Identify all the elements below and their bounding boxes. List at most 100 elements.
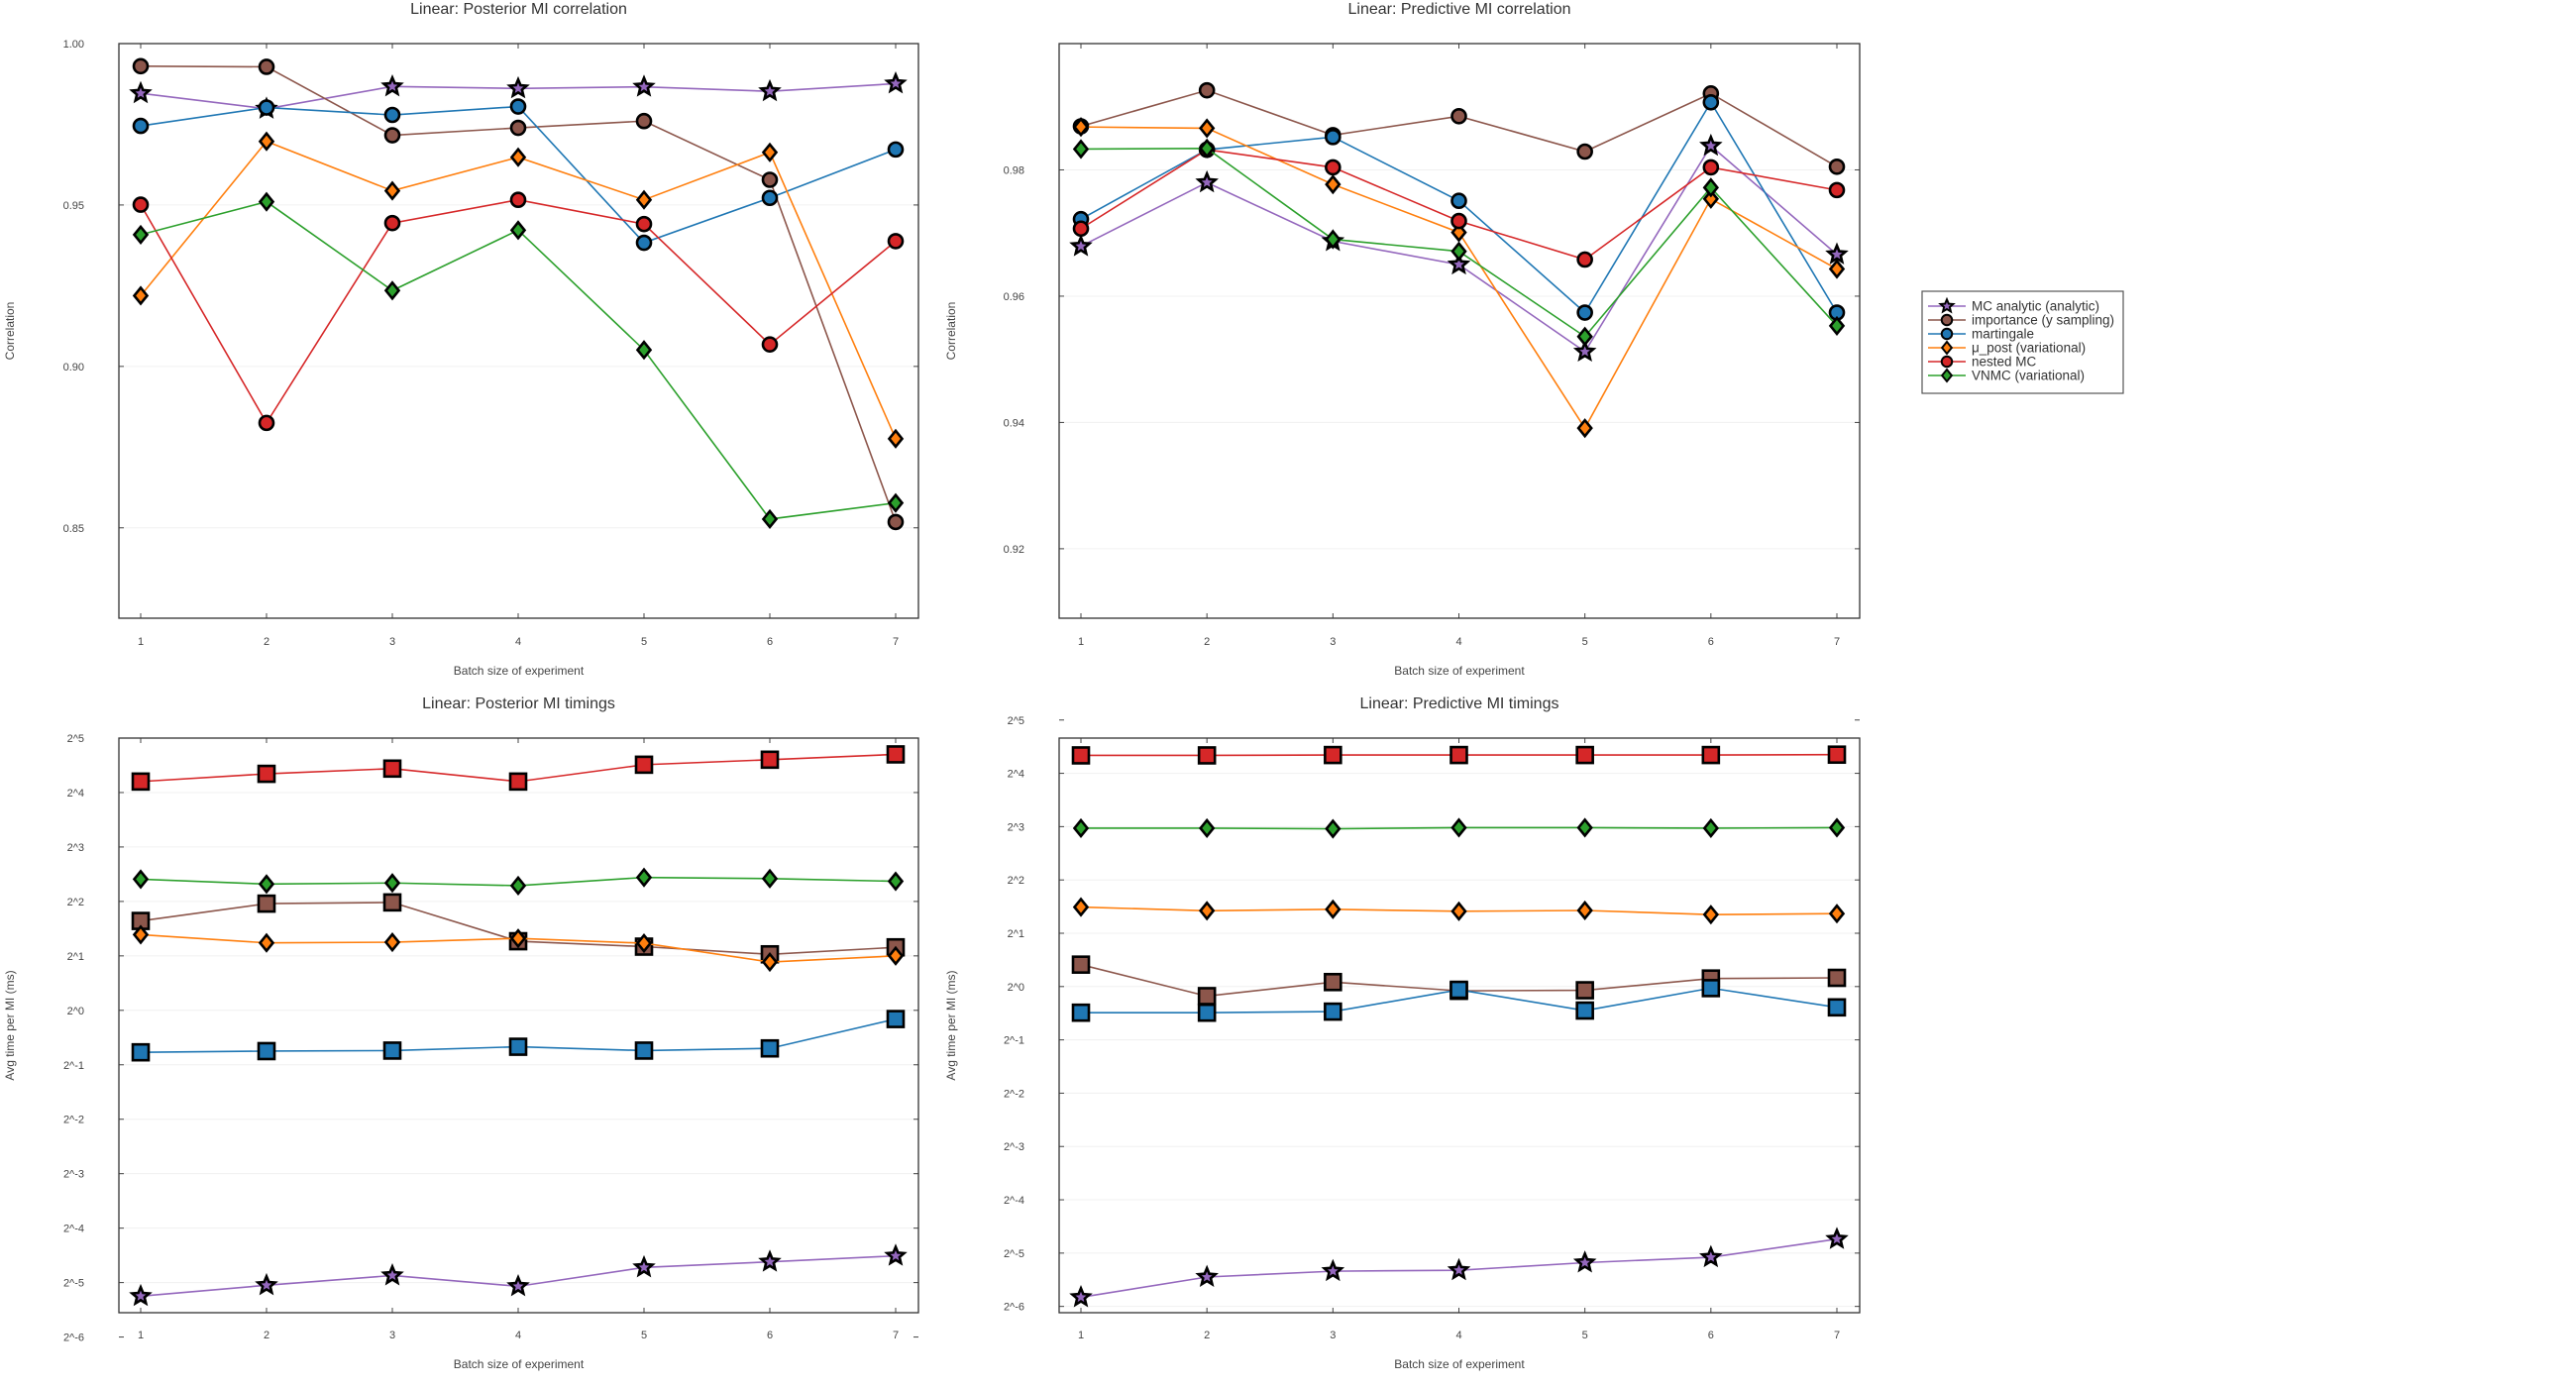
data-point [761, 951, 779, 973]
x-tick-label: 3 [1330, 1330, 1336, 1341]
data-point [1449, 980, 1468, 1000]
data-point [509, 875, 527, 897]
data-point [761, 336, 779, 353]
data-point [508, 772, 528, 792]
data-point [1450, 241, 1467, 262]
data-point [1575, 1001, 1594, 1020]
data-point [258, 874, 275, 895]
data-point [887, 141, 905, 159]
chart-1: 0.85 0.90 0.95 1.00 1 2 3 4 5 6 7 Linear: Posterior… [3, 1, 919, 678]
y-tick-label: 2^1 [1008, 928, 1024, 940]
x-tick-label: 3 [389, 636, 395, 648]
y-tick-label: 2^-1 [1004, 1035, 1024, 1047]
data-point [383, 127, 401, 144]
data-point [132, 117, 150, 135]
data-point [1198, 901, 1216, 921]
x-tick-label: 7 [893, 1330, 899, 1341]
data-point [761, 508, 779, 530]
data-point [1450, 192, 1467, 210]
y-tick-label: 0.92 [1004, 544, 1024, 556]
x-tick-label: 6 [767, 636, 773, 648]
legend-marker-star-icon [1938, 296, 1956, 314]
data-point [1827, 998, 1847, 1017]
data-point [1572, 339, 1597, 363]
data-point [1702, 817, 1720, 839]
legend-marker-diamond-icon [1940, 368, 1954, 383]
series-3 [132, 131, 905, 449]
x-tick-label: 4 [515, 1330, 521, 1341]
data-point [1325, 818, 1342, 839]
legend-label: nested MC [1972, 355, 2037, 370]
y-tick-label: 0.85 [63, 523, 84, 535]
plot-frame [1058, 737, 1861, 1314]
data-point [382, 893, 402, 912]
data-point [1576, 817, 1593, 838]
data-point [760, 750, 780, 770]
data-point [509, 147, 527, 167]
chart-title: Linear: Posterior MI correlation [410, 1, 627, 18]
x-tick-label: 5 [1582, 1330, 1588, 1341]
legend-entry: MC analytic (analytic) [1928, 296, 2099, 314]
x-tick-label: 1 [1078, 1330, 1084, 1341]
legend-entry: nested MC [1928, 355, 2037, 370]
x-axis-label: Batch size of experiment [454, 664, 585, 678]
series-1 [131, 893, 906, 964]
data-point [1071, 1003, 1091, 1022]
legend-box [1921, 290, 2124, 394]
data-point [1575, 745, 1594, 765]
data-point [635, 340, 653, 361]
legend-marker-circle-icon [1940, 355, 1954, 369]
series-2 [1071, 979, 1847, 1022]
data-point [635, 932, 653, 954]
legend-marker-circle-icon [1940, 313, 1954, 327]
data-point [635, 189, 653, 210]
series-0 [129, 1243, 908, 1307]
x-tick-label: 4 [1455, 636, 1461, 648]
y-tick-label: 2^-4 [1004, 1195, 1024, 1207]
data-point [258, 191, 275, 212]
data-point [132, 57, 150, 75]
series-4 [132, 191, 905, 432]
data-point [1702, 159, 1720, 176]
data-point [383, 106, 401, 124]
legend-entry: martingale [1928, 327, 2034, 342]
x-tick-label: 6 [1708, 636, 1714, 648]
data-point [887, 513, 905, 531]
series-4 [1071, 745, 1847, 765]
data-point [509, 98, 527, 115]
x-axis-label: Batch size of experiment [454, 1357, 585, 1371]
data-point [1575, 981, 1594, 1000]
legend-entry: VNMC (variational) [1928, 368, 2085, 383]
data-point [887, 871, 905, 892]
data-point [1702, 188, 1720, 209]
data-point [1701, 745, 1721, 765]
series-5 [1072, 817, 1846, 839]
series-4 [131, 745, 906, 792]
y-tick-label: 2^-3 [63, 1169, 84, 1181]
legend-entry: μ_post (variational) [1928, 340, 2086, 356]
data-point [634, 1041, 654, 1060]
x-tick-label: 4 [1455, 1330, 1461, 1341]
data-point [131, 772, 151, 792]
data-point [884, 1243, 908, 1266]
data-point [887, 428, 905, 449]
y-tick-label: 2^-2 [1004, 1088, 1024, 1100]
data-point [1450, 817, 1467, 838]
data-point [1072, 220, 1090, 238]
data-point [258, 99, 275, 116]
data-point [1325, 129, 1342, 146]
data-point [761, 189, 779, 207]
data-point [508, 1037, 528, 1056]
x-tick-label: 2 [264, 636, 269, 648]
series-5 [1072, 138, 1846, 347]
data-point [1447, 252, 1471, 275]
data-point [506, 75, 530, 99]
data-point [1198, 81, 1216, 99]
chart-title: Linear: Posterior MI timings [422, 695, 615, 712]
legend-label: importance (y sampling) [1972, 313, 2114, 328]
data-point [1576, 304, 1593, 321]
y-axis-label: Avg time per MI (ms) [3, 970, 17, 1080]
data-point [1325, 159, 1342, 176]
y-tick-label: 2^4 [1008, 769, 1024, 781]
data-point [632, 74, 656, 97]
